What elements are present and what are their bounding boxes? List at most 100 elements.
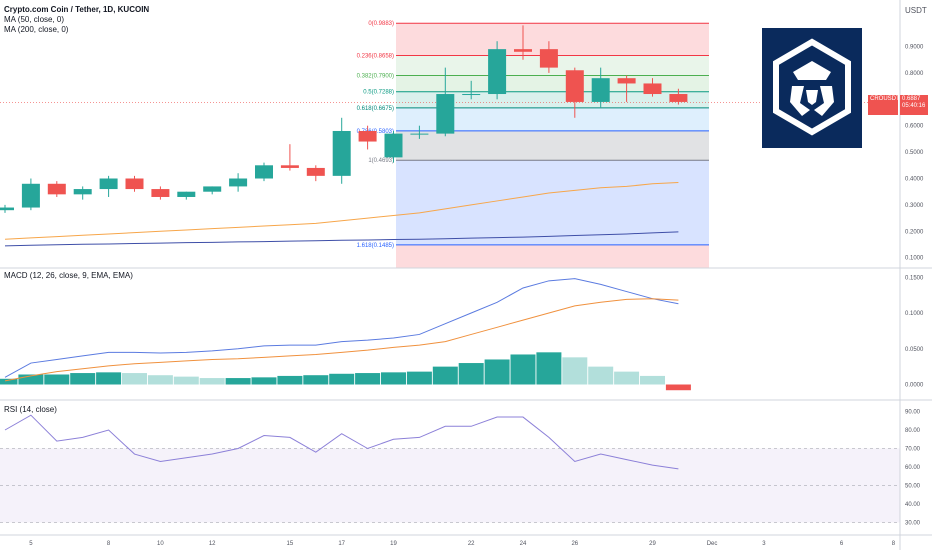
fib-zone xyxy=(396,130,709,161)
macd-histogram-bar xyxy=(588,366,614,385)
macd-histogram-bar xyxy=(355,373,381,385)
macd-histogram-bar xyxy=(381,372,406,385)
rsi-line xyxy=(4,414,679,470)
candle-body xyxy=(436,94,455,134)
macd-histogram-bar xyxy=(225,378,251,385)
macd-histogram-bar xyxy=(640,375,665,385)
fib-level-label: 0.382(0.7900) xyxy=(357,74,394,80)
rsi-tick-label: 50.00 xyxy=(905,484,921,490)
candle-body xyxy=(21,183,40,208)
macd-pane[interactable] xyxy=(0,278,691,391)
candle-body xyxy=(0,207,14,211)
time-tick-label: 8 xyxy=(107,541,111,547)
price-pane[interactable]: 0(0.9883) 0.236(0.8658) 0.382(0.7900) 0.5(0… xyxy=(0,21,900,268)
candle-body xyxy=(125,178,144,190)
price-tick-label: 0.1000 xyxy=(905,256,924,262)
symbol-title[interactable]: Crypto.com Coin / Tether, 1D, KUCOIN xyxy=(4,5,150,14)
symbol-badge: CROUSDT xyxy=(870,96,900,102)
candle-body xyxy=(384,133,403,158)
macd-histogram-bar xyxy=(329,373,355,385)
macd-histogram-bar xyxy=(510,354,536,385)
rsi-tick-label: 90.00 xyxy=(905,410,921,416)
time-tick-label: 5 xyxy=(29,541,33,547)
macd-histogram-bar xyxy=(0,378,18,385)
candle-body xyxy=(591,78,610,102)
macd-histogram-bar xyxy=(44,374,70,385)
candle-body xyxy=(514,49,532,52)
fib-zone xyxy=(396,244,709,268)
last-price-badge: CROUSDT xyxy=(868,95,900,115)
bar-countdown: 05:40:16 xyxy=(902,103,926,109)
cro-hexagon-icon xyxy=(773,38,851,136)
candle-body xyxy=(99,178,118,190)
candle-body xyxy=(462,94,481,96)
candle-body xyxy=(203,186,222,192)
candle-body xyxy=(565,70,584,102)
macd-histogram-bar xyxy=(665,384,691,391)
time-tick-label: 17 xyxy=(338,541,345,547)
time-tick-label: 3 xyxy=(762,541,766,547)
time-tick-label: 19 xyxy=(390,541,397,547)
price-tick-label: 0.2000 xyxy=(905,229,924,235)
price-tick-label: 0.6000 xyxy=(905,124,924,130)
last-price: 0.6887 xyxy=(902,96,921,102)
fib-level-label: 1(0.4693) xyxy=(368,158,394,164)
macd-tick-label: 0.1000 xyxy=(905,311,924,317)
candle-body xyxy=(332,130,351,176)
candle-body xyxy=(47,183,66,195)
fib-level-label: 0.236(0.8658) xyxy=(357,54,394,60)
ma50-legend[interactable]: MA (50, close, 0) xyxy=(4,15,65,24)
macd-legend[interactable]: MACD (12, 26, close, 9, EMA, EMA) xyxy=(4,271,133,280)
macd-histogram-bar xyxy=(562,357,588,385)
time-tick-label: 22 xyxy=(468,541,475,547)
candle-body xyxy=(617,78,636,84)
fib-level-label: 1.618(0.1485) xyxy=(357,243,394,249)
price-tick-label: 0.5000 xyxy=(905,150,924,156)
rsi-tick-label: 60.00 xyxy=(905,465,921,471)
fib-level-label: 0(0.9883) xyxy=(368,21,394,27)
candle-body xyxy=(643,83,662,95)
candle-body xyxy=(488,49,507,95)
macd-histogram-bar xyxy=(251,377,277,385)
macd-histogram-bar xyxy=(536,352,562,385)
rsi-tick-label: 80.00 xyxy=(905,428,921,434)
fib-zone xyxy=(396,160,709,245)
macd-histogram-bar xyxy=(122,373,147,385)
time-tick-label: 6 xyxy=(840,541,844,547)
candle-body xyxy=(177,191,196,197)
candle-body xyxy=(229,178,248,187)
ma200-line xyxy=(4,231,679,247)
time-tick-label: 26 xyxy=(571,541,578,547)
macd-histogram-bar xyxy=(458,363,484,385)
macd-histogram-bar xyxy=(70,373,96,385)
ma200-legend[interactable]: MA (200, close, 0) xyxy=(4,25,69,34)
time-tick-label: 29 xyxy=(649,541,656,547)
time-tick-label: 8 xyxy=(892,541,896,547)
candle-body xyxy=(151,189,170,197)
time-tick-label: 15 xyxy=(287,541,294,547)
candle-body xyxy=(280,165,299,168)
fib-level-label: 0.618(0.6675) xyxy=(357,106,394,112)
macd-histogram-bar xyxy=(277,375,303,385)
price-tick-label: 0.3000 xyxy=(905,203,924,209)
currency-label: USDT xyxy=(905,6,927,15)
macd-histogram-bar xyxy=(614,371,640,385)
rsi-tick-label: 30.00 xyxy=(905,521,921,527)
macd-histogram-bar xyxy=(199,378,225,385)
macd-signal-line xyxy=(4,298,679,382)
time-tick-label: 12 xyxy=(209,541,216,547)
rsi-pane[interactable] xyxy=(0,414,900,523)
rsi-legend[interactable]: RSI (14, close) xyxy=(4,405,57,414)
candle-body xyxy=(410,133,429,135)
ma50-line xyxy=(4,181,679,240)
price-tick-label: 0.4000 xyxy=(905,177,924,183)
macd-histogram-bar xyxy=(406,371,432,385)
fib-zone xyxy=(396,107,709,131)
fib-level-label: 0.5(0.7288) xyxy=(363,90,394,96)
time-tick-label: 10 xyxy=(157,541,164,547)
macd-tick-label: 0.0000 xyxy=(905,383,924,389)
fib-zone xyxy=(396,91,709,108)
macd-histogram-bar xyxy=(303,375,329,385)
